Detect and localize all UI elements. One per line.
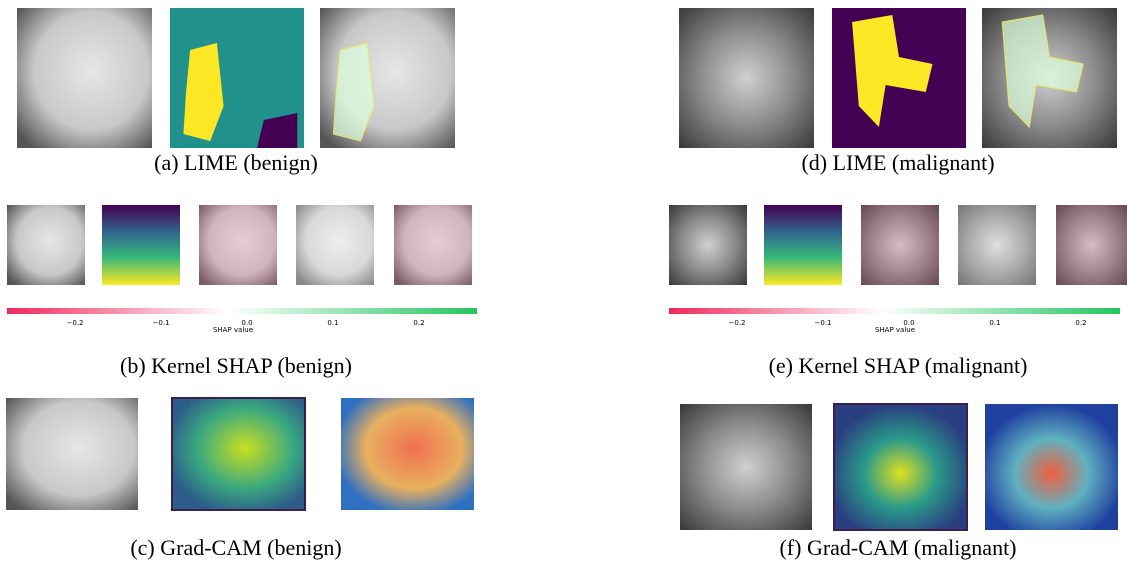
image — [669, 205, 747, 285]
shap-overlay — [394, 205, 472, 285]
colorbar-label: SHAP value — [213, 326, 253, 334]
image — [172, 398, 305, 510]
image — [102, 205, 180, 285]
colorbar-tick-label: −0.1 — [815, 319, 832, 327]
shap-overlay — [199, 205, 277, 285]
image — [7, 205, 85, 285]
caption: (c) Grad-CAM (benign) — [130, 535, 341, 560]
caption: (a) LIME (benign) — [154, 150, 318, 175]
colorbar-tick-label: −0.1 — [153, 319, 170, 327]
image — [680, 404, 812, 530]
image-panels — [6, 8, 1127, 530]
image — [6, 398, 138, 510]
image — [985, 404, 1118, 530]
caption: (f) Grad-CAM (malignant) — [779, 535, 1016, 560]
colorbar-tick-label: 0.2 — [1075, 319, 1086, 327]
colorbar-tick-label: −0.2 — [729, 319, 746, 327]
shap-overlay — [1056, 205, 1127, 285]
shap-overlay — [958, 205, 1036, 285]
caption: (e) Kernel SHAP (malignant) — [769, 353, 1028, 378]
image — [764, 205, 842, 285]
image — [17, 8, 152, 148]
caption: (b) Kernel SHAP (benign) — [120, 353, 352, 378]
colorbar — [669, 308, 1120, 314]
colorbar-tick-label: 0.1 — [989, 319, 1000, 327]
shap-overlay — [296, 205, 374, 285]
figure: (a) LIME (benign)−0.2−0.10.00.10.2SHAP v… — [0, 0, 1127, 573]
image — [341, 398, 474, 510]
caption: (d) LIME (malignant) — [801, 150, 994, 175]
colorbar-label: SHAP value — [875, 326, 915, 334]
shap-overlay — [861, 205, 939, 285]
colorbar-tick-label: 0.1 — [327, 319, 338, 327]
image — [679, 8, 814, 148]
colorbar — [7, 308, 477, 314]
colorbar-tick-label: −0.2 — [67, 319, 84, 327]
image — [834, 404, 967, 530]
colorbar-tick-label: 0.2 — [413, 319, 424, 327]
